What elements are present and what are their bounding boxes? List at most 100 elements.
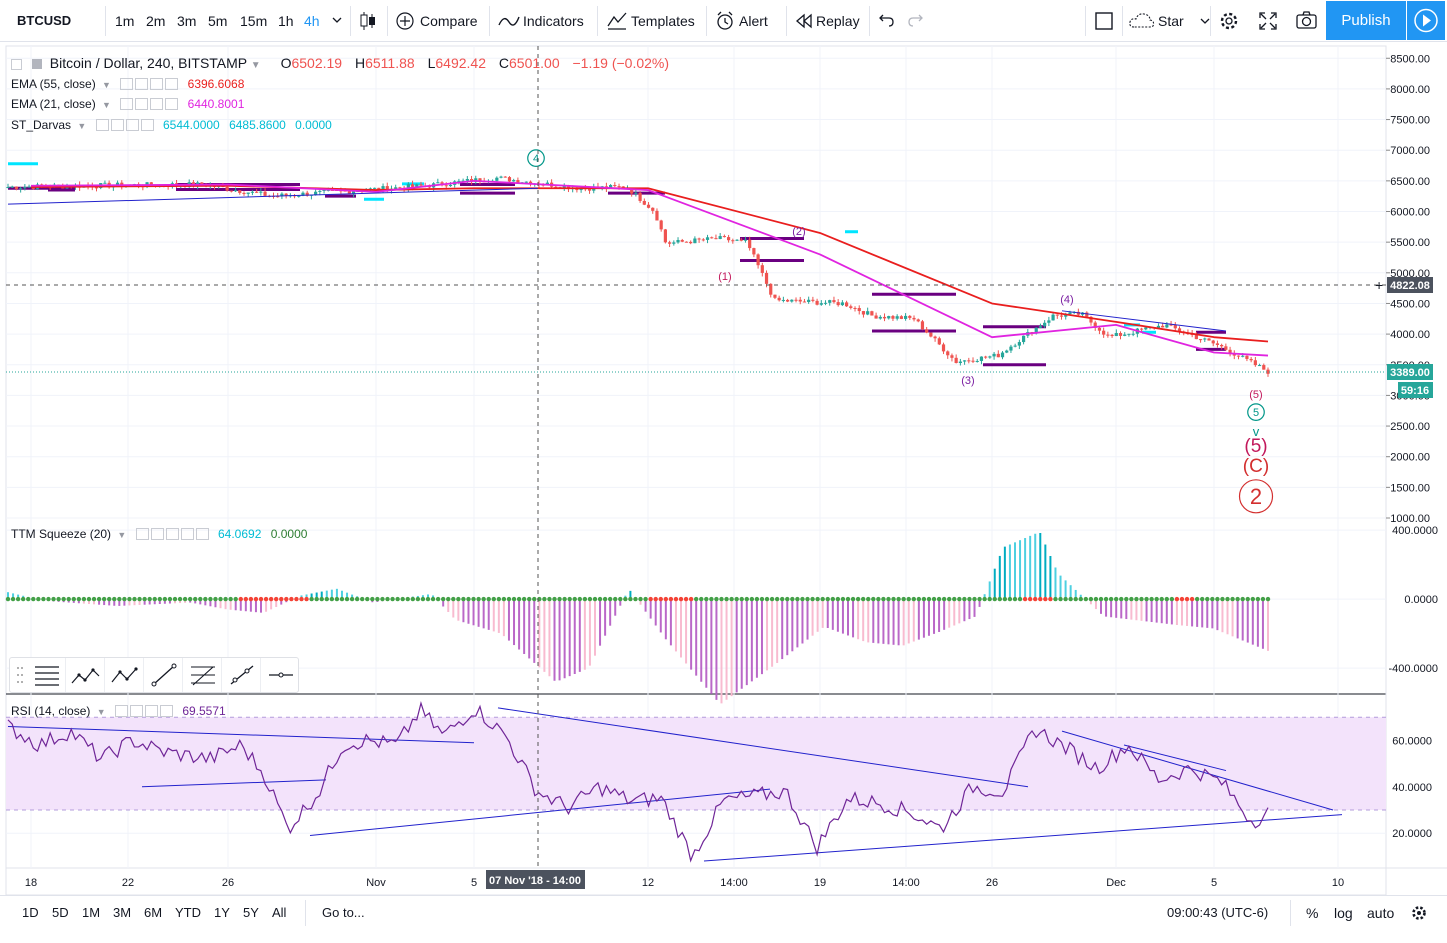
close-icon[interactable]	[159, 705, 173, 717]
plus-icon[interactable]	[180, 528, 194, 540]
range-5d[interactable]: 5D	[52, 905, 69, 920]
ttm-squeeze-dot	[592, 596, 598, 602]
auto-scale-toggle[interactable]: auto	[1367, 905, 1395, 921]
chevron-down-icon[interactable]: ▼	[96, 707, 106, 717]
plus-icon[interactable]	[125, 119, 139, 131]
interval-dropdown[interactable]	[331, 0, 343, 42]
pitchfork-tool[interactable]	[184, 658, 222, 692]
price-tick-label: 4000.00	[1390, 329, 1430, 341]
chart-settings-button[interactable]	[1411, 896, 1427, 930]
gear-icon[interactable]	[135, 78, 149, 90]
ttm-squeeze-dot	[860, 596, 866, 602]
rsi-legend[interactable]: RSI (14, close) ▼ 69.5571	[11, 704, 226, 718]
ttm-squeeze-dot	[1220, 596, 1225, 602]
chevron-down-icon[interactable]: ▼	[77, 121, 87, 131]
fib-retracement-tool[interactable]	[28, 658, 66, 692]
price-scale[interactable]: 8500.00 8000.00 7500.00 7000.00 6500.00 6000.…	[1386, 53, 1438, 840]
drag-handle[interactable]	[14, 658, 36, 692]
candle-body	[499, 176, 503, 178]
candle-body	[676, 240, 680, 243]
interval-1h[interactable]: 1h	[278, 13, 294, 29]
price-tick-label: 8000.00	[1390, 84, 1430, 96]
close-icon[interactable]	[195, 528, 209, 540]
chart-type-button[interactable]	[359, 0, 377, 42]
clock-timezone[interactable]: 09:00:43 (UTC-6)	[1167, 905, 1269, 920]
interval-1m[interactable]: 1m	[115, 13, 135, 29]
eye-icon[interactable]	[135, 528, 149, 540]
ttm-legend[interactable]: TTM Squeeze (20) ▼ 64.0692 0.0000	[11, 527, 307, 541]
ema55-legend[interactable]: EMA (55, close) ▼ 6396.6068	[11, 77, 244, 91]
close-icon[interactable]	[165, 78, 179, 90]
goto-date-button[interactable]: Go to...	[322, 905, 365, 920]
interval-5m[interactable]: 5m	[208, 13, 228, 29]
snapshot-button[interactable]	[1295, 0, 1319, 42]
range-ytd[interactable]: YTD	[175, 905, 201, 920]
range-1m[interactable]: 1M	[82, 905, 101, 920]
templates-button[interactable]: Templates	[606, 0, 695, 42]
log-scale-toggle[interactable]: log	[1334, 905, 1353, 921]
gear-icon[interactable]	[150, 528, 164, 540]
close-icon[interactable]	[165, 98, 179, 110]
candle-body	[895, 316, 899, 319]
elliott-correction-tool[interactable]	[106, 658, 144, 692]
layout-button[interactable]	[1094, 0, 1114, 42]
chart-area[interactable]: 4(1)(2)(3)(4)(5)5v(5)(C)2 + 8500.008000.…	[0, 42, 1447, 895]
replay-button[interactable]: Replay	[795, 0, 860, 42]
plus-icon[interactable]	[150, 98, 164, 110]
ray-tool[interactable]	[223, 658, 261, 692]
plus-icon[interactable]	[150, 78, 164, 90]
source-icon[interactable]	[165, 528, 179, 540]
publish-button[interactable]: Publish	[1326, 1, 1406, 40]
undo-button[interactable]	[878, 0, 896, 42]
redo-button[interactable]	[906, 0, 924, 42]
ema21-legend[interactable]: EMA (21, close) ▼ 6440.8001	[11, 97, 244, 111]
close-icon[interactable]	[140, 119, 154, 131]
interval-3m[interactable]: 3m	[177, 13, 197, 29]
save-star-button[interactable]: Star	[1128, 0, 1212, 42]
eye-icon[interactable]	[114, 705, 128, 717]
chevron-down-icon[interactable]: ▼	[117, 530, 127, 540]
chevron-down-icon[interactable]: ▼	[102, 80, 111, 90]
range-6m[interactable]: 6M	[144, 905, 163, 920]
fullscreen-button[interactable]	[1257, 0, 1279, 42]
compare-button[interactable]: Compare	[396, 0, 478, 42]
candle-body	[1097, 327, 1102, 331]
gear-icon[interactable]	[110, 119, 124, 131]
symbol-search[interactable]: BTCUSD	[17, 13, 72, 28]
elliott-impulse-tool[interactable]	[67, 658, 105, 692]
interval-2m[interactable]: 2m	[146, 13, 166, 29]
eye-icon[interactable]	[95, 119, 109, 131]
interval-4h[interactable]: 4h	[304, 13, 320, 29]
horizontal-ray-tool[interactable]	[262, 658, 300, 692]
horizontal-line-icon	[269, 672, 293, 678]
range-1d[interactable]: 1D	[22, 905, 39, 920]
settings-button[interactable]	[1218, 0, 1240, 42]
publish-arrow-button[interactable]	[1407, 1, 1445, 40]
interval-15m[interactable]: 15m	[240, 13, 268, 29]
indicators-button[interactable]: Indicators	[498, 0, 584, 42]
indicators-label: Indicators	[523, 13, 584, 29]
chevron-down-icon[interactable]: ▼	[102, 100, 111, 110]
time-tick-label: 10	[1332, 877, 1344, 889]
candle-body	[503, 176, 507, 178]
eye-icon[interactable]	[120, 78, 134, 90]
collapse-legend-button[interactable]	[11, 59, 22, 70]
darvas-legend[interactable]: ST_Darvas ▼ 6544.0000 6485.8600 0.0000	[11, 118, 332, 132]
range-all[interactable]: All	[272, 905, 287, 920]
range-1y[interactable]: 1Y	[214, 905, 230, 920]
chevron-down-icon[interactable]: ▼	[250, 60, 261, 71]
ema21-value: 6440.8001	[187, 97, 245, 111]
range-5y[interactable]: 5Y	[243, 905, 259, 920]
gear-icon[interactable]	[129, 705, 143, 717]
chevron-down-icon	[1200, 18, 1210, 24]
percent-scale-toggle[interactable]: %	[1306, 905, 1319, 921]
gear-icon[interactable]	[135, 98, 149, 110]
time-scale[interactable]: 18 22 26 Nov 5 12 14:00 19 14:00 26 Dec 5 10	[25, 877, 1344, 889]
range-3m[interactable]: 3M	[113, 905, 132, 920]
alert-button[interactable]: Alert	[715, 0, 768, 42]
plus-icon[interactable]	[144, 705, 158, 717]
toolbar-separator	[1122, 6, 1123, 36]
candle-body	[1262, 365, 1266, 370]
eye-icon[interactable]	[120, 98, 134, 110]
trend-line-tool[interactable]	[145, 658, 183, 692]
